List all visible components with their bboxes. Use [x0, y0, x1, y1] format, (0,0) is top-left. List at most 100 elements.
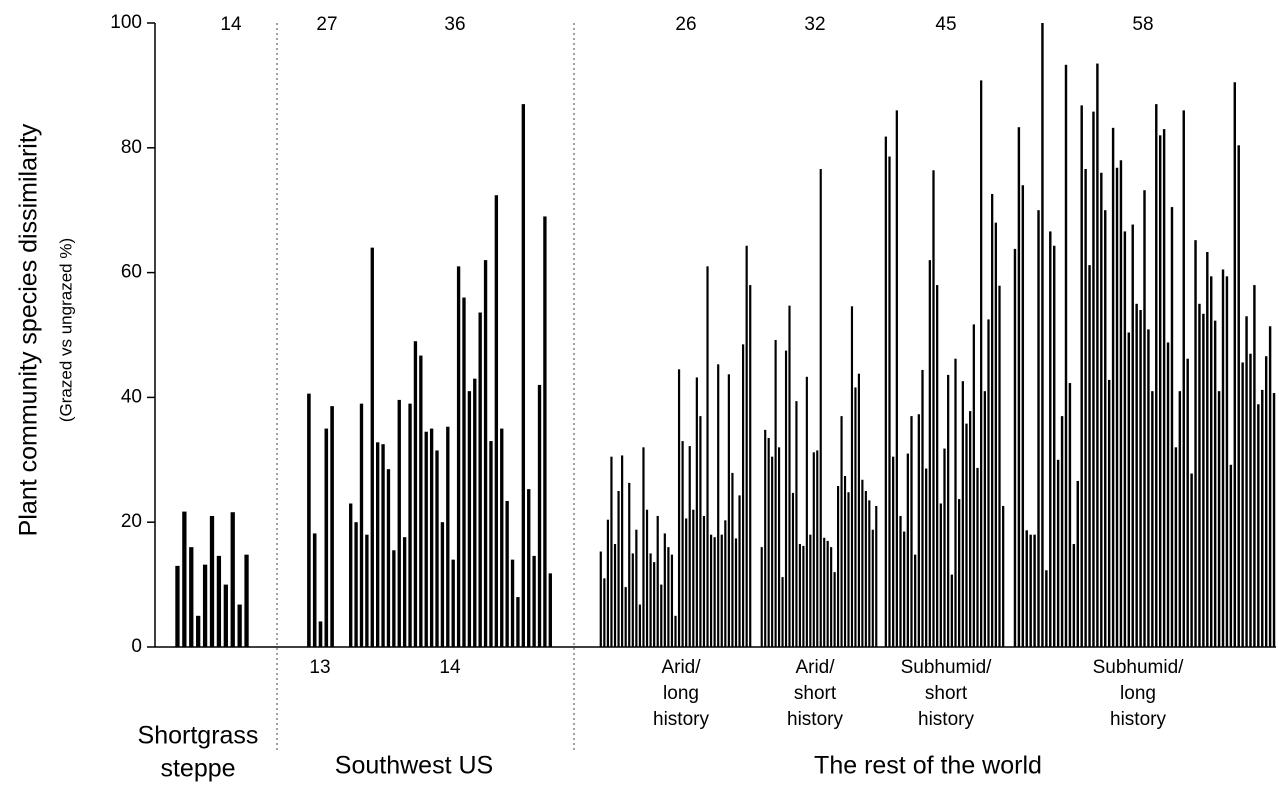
y-tick-label: 80 — [121, 137, 142, 158]
bar — [950, 574, 953, 647]
bar — [667, 547, 670, 647]
bar — [826, 540, 829, 647]
bar — [781, 577, 784, 647]
bar — [976, 467, 979, 647]
bar — [1237, 145, 1240, 647]
bar — [857, 373, 860, 647]
group-label: Arid/ — [795, 657, 835, 678]
bar — [837, 486, 840, 647]
bar — [381, 444, 385, 647]
y-tick-label: 20 — [121, 511, 142, 532]
bar — [843, 476, 847, 647]
bar — [386, 469, 391, 647]
bar — [939, 503, 942, 647]
bar — [738, 495, 741, 647]
bar — [702, 515, 706, 647]
bar — [1139, 310, 1142, 647]
bar — [617, 491, 620, 647]
bar — [724, 520, 727, 647]
bar — [1170, 207, 1174, 647]
bar — [645, 509, 649, 647]
bar — [532, 555, 536, 647]
bar — [980, 80, 983, 647]
bar — [537, 384, 542, 647]
bar — [1225, 276, 1229, 647]
bar — [774, 339, 777, 647]
group-count: 32 — [804, 14, 825, 35]
group-count: 27 — [316, 14, 337, 35]
bar — [1253, 285, 1256, 647]
bar — [921, 369, 924, 647]
bar — [1064, 64, 1068, 648]
bar — [706, 266, 709, 647]
bar — [456, 266, 461, 647]
bar — [884, 136, 887, 647]
bar — [961, 381, 964, 647]
bar — [324, 428, 329, 647]
bar — [1013, 248, 1017, 647]
region-label: Southwest US — [335, 752, 493, 780]
bar — [628, 482, 631, 647]
bar — [649, 553, 652, 647]
bar — [1261, 389, 1264, 647]
bar — [917, 414, 920, 647]
bar — [784, 350, 788, 647]
bar — [635, 529, 638, 647]
bar — [500, 428, 504, 647]
bar — [892, 456, 895, 647]
bar — [958, 499, 961, 647]
group-count: 58 — [1132, 14, 1153, 35]
bar — [413, 341, 418, 647]
y-tick-label: 40 — [121, 386, 142, 407]
bar — [603, 578, 606, 647]
bar — [451, 559, 455, 647]
bar — [1127, 332, 1131, 647]
bar — [349, 503, 353, 647]
bar — [209, 515, 215, 647]
bar — [840, 416, 843, 647]
group-label: history — [787, 709, 843, 730]
bar — [1056, 459, 1060, 647]
bar — [899, 515, 902, 647]
bar — [370, 247, 374, 647]
bar — [440, 522, 445, 647]
group-label: long — [1120, 683, 1156, 704]
bar — [330, 406, 334, 647]
bar — [1213, 320, 1217, 647]
subgroup-count: 13 — [309, 657, 330, 678]
bar — [731, 472, 734, 647]
bar — [742, 344, 745, 647]
bar — [791, 492, 795, 647]
bar — [1029, 534, 1032, 647]
bar — [429, 428, 434, 647]
bar — [1080, 105, 1083, 648]
bar — [1025, 530, 1028, 647]
bar — [1147, 329, 1150, 647]
bar — [987, 319, 990, 647]
bar — [1245, 316, 1248, 647]
bar — [599, 551, 602, 647]
bar — [1166, 342, 1170, 647]
bar — [1049, 231, 1052, 647]
bar — [1037, 210, 1040, 647]
bar — [1151, 391, 1154, 647]
bar — [312, 533, 317, 647]
bar — [521, 104, 526, 648]
bar — [717, 364, 720, 647]
bar — [237, 604, 242, 647]
bar — [1233, 82, 1237, 647]
bar — [943, 448, 946, 647]
y-axis-label: Plant community species dissimilarity — [15, 123, 43, 536]
bar — [1143, 190, 1146, 647]
group-count: 36 — [444, 14, 465, 35]
bar — [424, 431, 428, 647]
bar — [972, 324, 975, 647]
group-count: 26 — [675, 14, 696, 35]
bar — [850, 306, 854, 647]
bar — [510, 559, 515, 647]
bar — [1249, 353, 1252, 647]
bar — [871, 529, 874, 647]
bar — [1257, 404, 1260, 647]
bar — [1107, 379, 1111, 647]
